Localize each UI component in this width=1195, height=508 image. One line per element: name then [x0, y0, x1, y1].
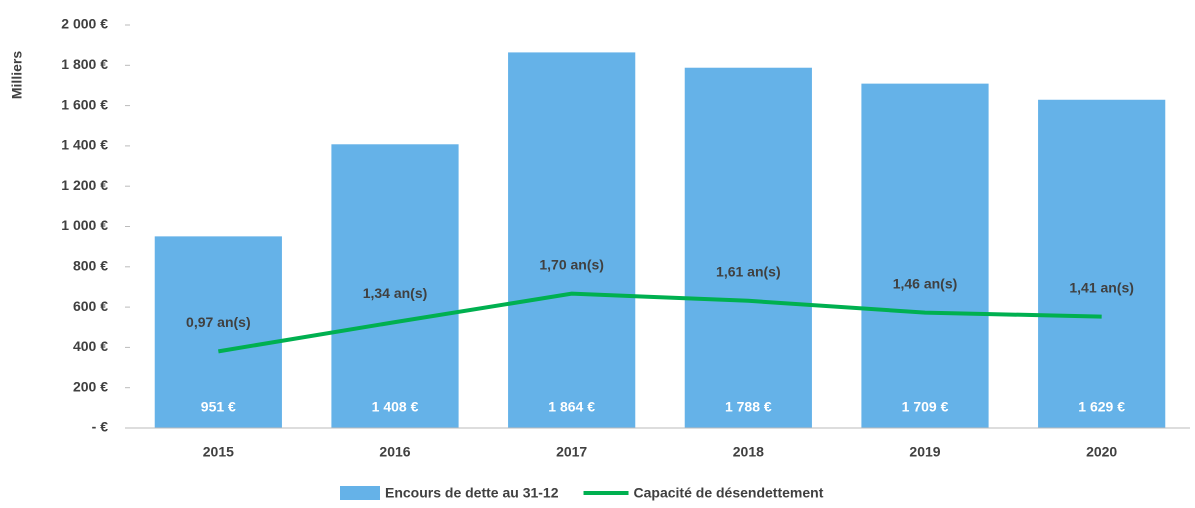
y-tick-label: 800 € [73, 258, 108, 274]
bar-value-label: 951 € [201, 399, 236, 415]
x-tick-label: 2019 [909, 444, 940, 460]
bar-value-label: 1 408 € [372, 399, 419, 415]
y-tick-label: 2 000 € [61, 16, 108, 32]
y-axis-label: Milliers [9, 51, 25, 99]
y-tick-label: 1 800 € [61, 56, 108, 72]
line [218, 291, 1102, 354]
bar-value-label: 1 788 € [725, 399, 772, 415]
x-tick-label: 2017 [556, 444, 587, 460]
y-tick-label: - € [92, 419, 109, 435]
bar [1038, 99, 1166, 428]
bar-value-label: 1 629 € [1078, 399, 1125, 415]
legend-label: Capacité de désendettement [634, 485, 824, 501]
x-tick-label: 2018 [733, 444, 764, 460]
y-tick-label: 1 200 € [61, 177, 108, 193]
bar [331, 144, 459, 428]
bar-value-label: 1 864 € [548, 399, 595, 415]
bar [508, 52, 636, 429]
bar [861, 83, 989, 428]
x-tick-label: 2015 [203, 444, 234, 460]
legend-label: Encours de dette au 31-12 [385, 485, 559, 501]
y-tick-label: 400 € [73, 338, 108, 354]
bar [684, 67, 812, 428]
line-value-label: 1,41 an(s) [1069, 279, 1134, 295]
line-value-label: 1,34 an(s) [363, 285, 428, 301]
bar [154, 236, 282, 428]
line-value-label: 1,70 an(s) [539, 256, 604, 272]
y-tick-label: 600 € [73, 298, 108, 314]
y-tick-label: 200 € [73, 378, 108, 394]
y-tick-label: 1 000 € [61, 217, 108, 233]
x-tick-label: 2020 [1086, 444, 1117, 460]
line-value-label: 1,46 an(s) [893, 275, 958, 291]
line-value-label: 1,61 an(s) [716, 263, 781, 279]
legend-swatch [340, 486, 380, 500]
y-tick-label: 1 400 € [61, 137, 108, 153]
x-tick-label: 2016 [379, 444, 410, 460]
y-tick-label: 1 600 € [61, 96, 108, 112]
bar-value-label: 1 709 € [902, 399, 949, 415]
line-value-label: 0,97 an(s) [186, 314, 251, 330]
